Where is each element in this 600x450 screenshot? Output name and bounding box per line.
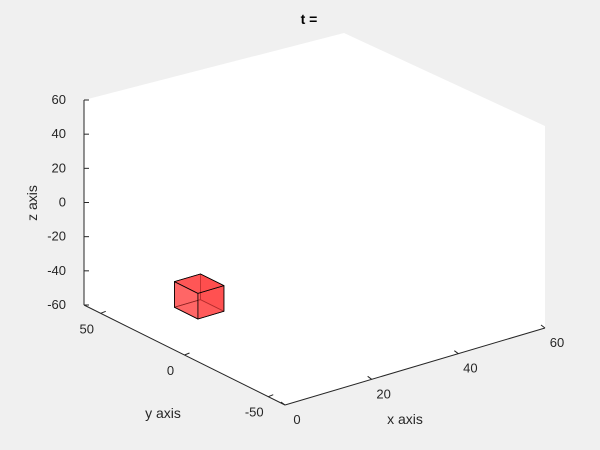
z-tick-label: 0 — [59, 195, 66, 210]
z-tick-label: -20 — [47, 229, 66, 244]
y-ticks: -50 0 50 — [80, 310, 274, 420]
z-tick-label: 60 — [52, 92, 66, 107]
x-tick-mark — [367, 375, 372, 380]
x-tick-label: 40 — [463, 361, 477, 376]
cube-patch — [174, 273, 225, 320]
x-tick-mark — [454, 350, 459, 355]
cube-face-top — [174, 273, 225, 294]
chart-title: t = — [301, 11, 318, 27]
y-tick-label: 0 — [167, 363, 174, 378]
x-tick-label: 0 — [293, 412, 300, 427]
axes-background — [84, 33, 545, 405]
z-tick-label: 20 — [52, 160, 66, 175]
z-tick-label: -40 — [47, 263, 66, 278]
z-ticks: -60 -40 -20 0 20 40 60 — [47, 92, 89, 312]
x-tick-label: 20 — [376, 386, 390, 401]
y-axis-label: y axis — [145, 405, 181, 421]
y-tick-mark — [184, 352, 190, 356]
x-tick-mark — [540, 324, 546, 329]
x-tick-label: 60 — [550, 335, 564, 350]
z-tick-label: 40 — [52, 126, 66, 141]
y-tick-mark — [100, 310, 106, 314]
z-tick-label: -60 — [47, 297, 66, 312]
x-axis-label: x axis — [387, 411, 423, 427]
x-axis-line — [284, 327, 546, 406]
x-ticks: 0 20 40 60 — [280, 324, 564, 427]
y-tick-label: -50 — [245, 405, 264, 420]
y-tick-label: 50 — [80, 321, 94, 336]
z-axis-label: z axis — [24, 185, 40, 221]
x-tick-mark — [280, 401, 286, 406]
y-tick-mark — [268, 394, 274, 398]
